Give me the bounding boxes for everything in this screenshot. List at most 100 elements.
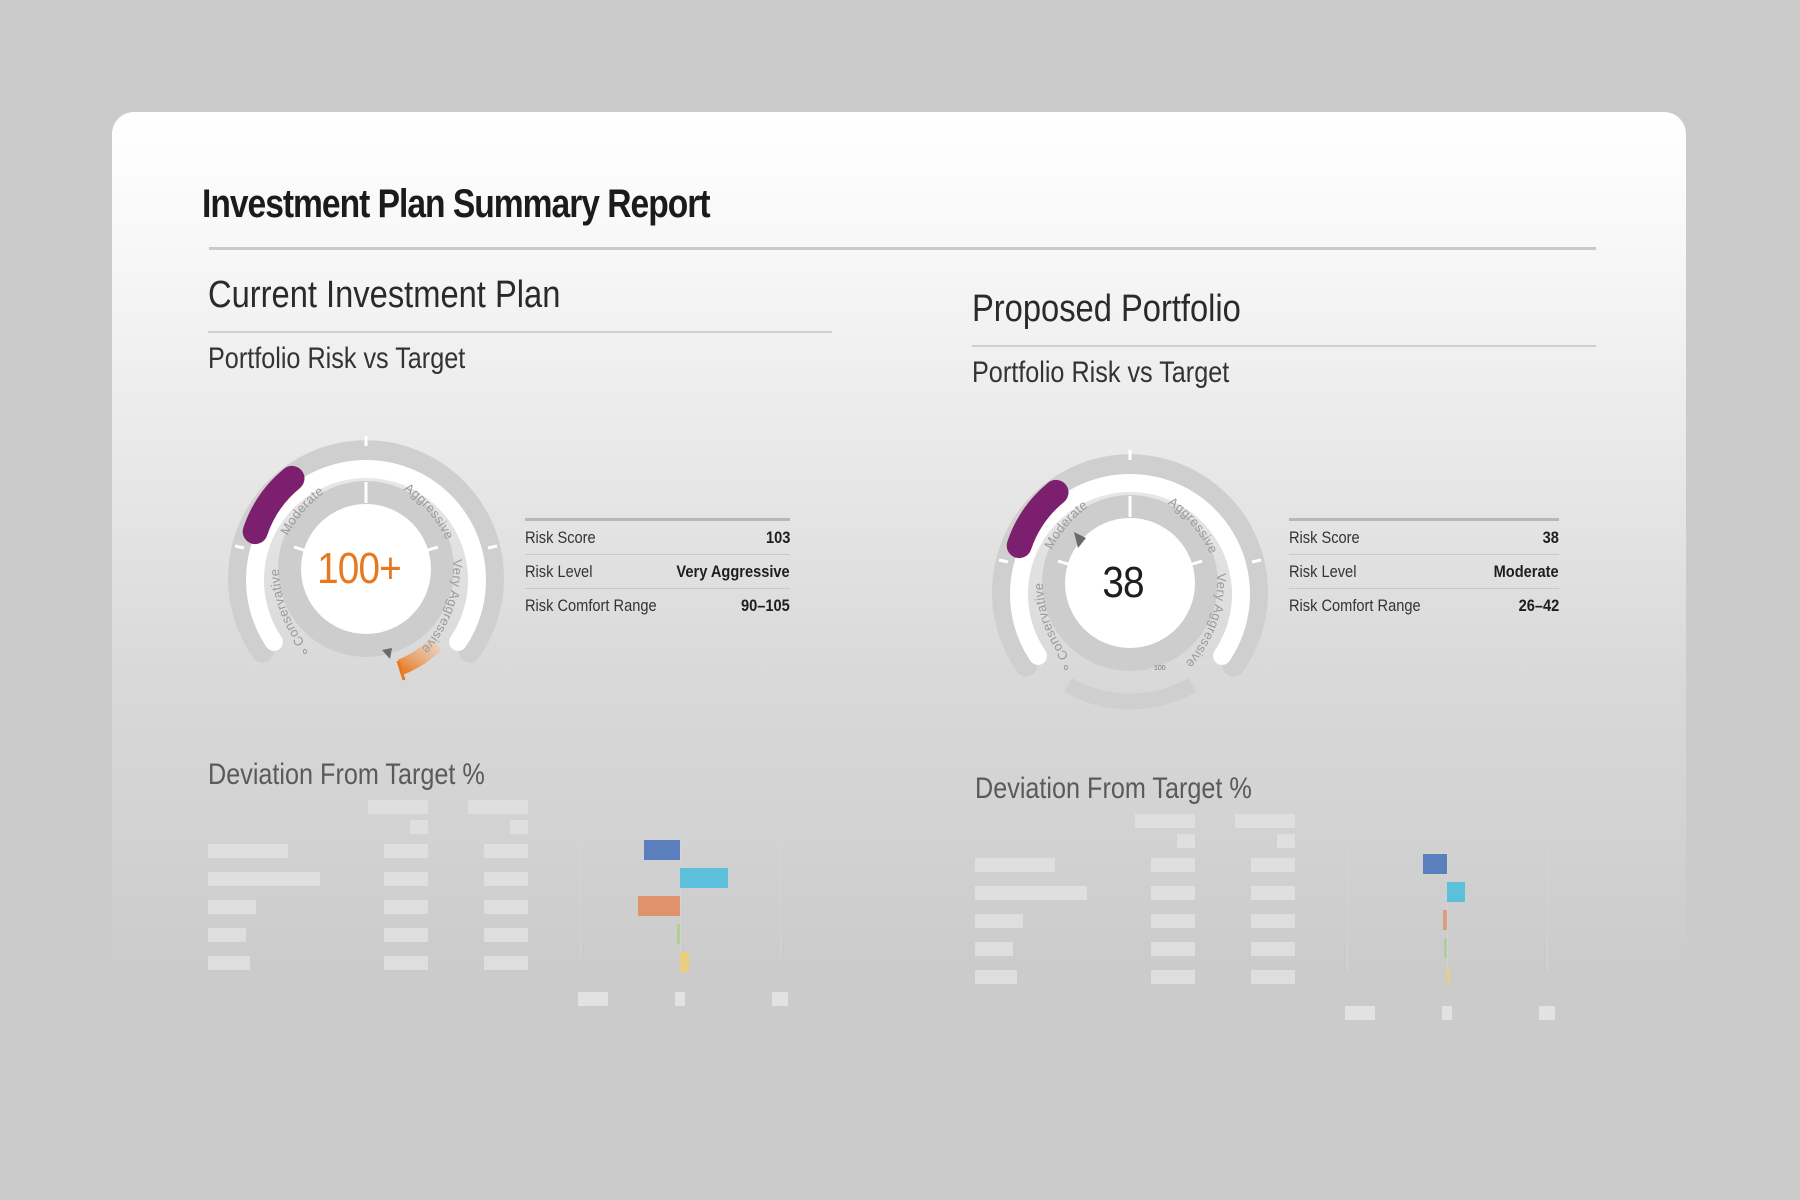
proposed-portfolio-section: Proposed Portfolio Portfolio Risk vs Tar… (972, 288, 1612, 1048)
deviation-bar (638, 896, 680, 916)
deviation-bar (644, 840, 680, 860)
tick-left (998, 558, 1009, 564)
white-band (1010, 474, 1250, 665)
placeholder-cell (1251, 858, 1295, 872)
placeholder-row-label (975, 886, 1087, 900)
stat-row-risk-level: Risk Level Very Aggressive (525, 555, 790, 589)
placeholder-cell (384, 900, 428, 914)
deviation-bar (680, 952, 689, 972)
axis-placeholder (1539, 1006, 1555, 1020)
axis-placeholder (772, 992, 788, 1006)
current-plan-section: Current Investment Plan Portfolio Risk v… (208, 274, 848, 1034)
score-pointer (1074, 532, 1086, 548)
placeholder-row-label (975, 914, 1023, 928)
placeholder-row-label (208, 872, 320, 886)
placeholder-cell (1151, 942, 1195, 956)
placeholder-cell (1151, 970, 1195, 984)
current-risk-subtitle: Portfolio Risk vs Target (208, 342, 466, 375)
placeholder-cell (1251, 942, 1295, 956)
tick-right (1251, 558, 1262, 564)
proposed-deviation-title: Deviation From Target % (975, 772, 1252, 805)
placeholder-cell (1251, 970, 1295, 984)
stat-label: Risk Score (525, 527, 596, 547)
placeholder-header (368, 800, 428, 814)
deviation-bar (1423, 854, 1447, 874)
tick-inner-left (1057, 559, 1075, 568)
axis-placeholder (675, 992, 685, 1006)
title-divider (209, 247, 1596, 250)
stat-row-risk-score: Risk Score 38 (1289, 521, 1559, 555)
placeholder-row-label (975, 858, 1055, 872)
stat-label: Risk Comfort Range (1289, 595, 1421, 615)
center-disc (1065, 518, 1195, 648)
stat-value: 38 (1542, 527, 1559, 547)
current-risk-score: 100+ (317, 544, 402, 593)
proposed-stats-table: Risk Score 38 Risk Level Moderate Risk C… (1289, 518, 1559, 622)
placeholder-header (1235, 814, 1295, 828)
axis-placeholder (1442, 1006, 1452, 1020)
stat-label: Risk Level (525, 561, 593, 581)
target-range-arc (1006, 479, 1069, 559)
deviation-bar (1447, 966, 1450, 986)
stat-value: 26–42 (1518, 595, 1559, 615)
tick-inner-left (293, 545, 311, 554)
placeholder-row-label (208, 956, 250, 970)
placeholder-cell (1151, 886, 1195, 900)
deviation-bar (1444, 938, 1447, 958)
outer-ring-track (228, 440, 504, 663)
stat-row-risk-score: Risk Score 103 (525, 521, 790, 555)
stat-value: 103 (765, 527, 790, 547)
stat-label: Risk Comfort Range (525, 595, 657, 615)
scale-min-label: 0 (1064, 665, 1068, 672)
stat-row-comfort-range: Risk Comfort Range 26–42 (1289, 589, 1559, 622)
stat-value: Moderate (1494, 561, 1559, 581)
placeholder-header (1177, 834, 1195, 848)
proposed-risk-subtitle: Portfolio Risk vs Target (972, 356, 1230, 389)
axis-placeholder (1345, 1006, 1375, 1020)
stat-value: Very Aggressive (676, 561, 790, 581)
gridline (580, 828, 581, 958)
current-risk-gauge: Conservative Moderate Aggressive Very Ag… (214, 424, 504, 714)
placeholder-cell (484, 956, 528, 970)
current-gauge-svg: Conservative Moderate Aggressive Very Ag… (228, 436, 504, 681)
placeholder-row-label (208, 844, 288, 858)
stat-row-comfort-range: Risk Comfort Range 90–105 (525, 589, 790, 622)
proposed-gauge-svg: Conservative Moderate Aggressive Very Ag… (992, 450, 1268, 710)
proposed-risk-gauge: Conservative Moderate Aggressive Very Ag… (978, 438, 1268, 728)
proposed-deviation-chart (1345, 814, 1587, 1020)
outer-ring-track (992, 454, 1268, 677)
placeholder-header (410, 820, 428, 834)
overflow-zone (397, 638, 442, 675)
proposed-portfolio-title: Proposed Portfolio (972, 288, 1241, 330)
placeholder-cell (484, 928, 528, 942)
current-deviation-chart (578, 800, 820, 1006)
stat-label: Risk Score (1289, 527, 1360, 547)
placeholder-cell (1151, 914, 1195, 928)
gridline (1447, 842, 1448, 972)
placeholder-row-label (208, 928, 246, 942)
proposed-portfolio-divider (972, 345, 1596, 347)
placeholder-cell (484, 872, 528, 886)
tick-right (487, 544, 498, 550)
placeholder-cell (1151, 858, 1195, 872)
score-pointer (382, 648, 392, 659)
tick-left (234, 544, 245, 550)
current-deviation-title: Deviation From Target % (208, 758, 485, 791)
placeholder-row-label (975, 942, 1013, 956)
white-band (246, 460, 486, 651)
stat-label: Risk Level (1289, 561, 1357, 581)
gridline (680, 828, 681, 958)
report-title: Investment Plan Summary Report (202, 182, 711, 226)
placeholder-cell (484, 844, 528, 858)
current-stats-table: Risk Score 103 Risk Level Very Aggressiv… (525, 518, 790, 622)
score-marker (396, 660, 406, 681)
placeholder-row-label (975, 970, 1017, 984)
scale-min-label: 0 (303, 649, 307, 656)
placeholder-cell (1251, 914, 1295, 928)
tick-inner-right (1185, 559, 1203, 568)
scale-max-label: 100 (1154, 665, 1166, 672)
bottom-track (1064, 677, 1196, 710)
deviation-bar (677, 924, 680, 944)
target-range-arc (242, 465, 305, 545)
placeholder-cell (384, 872, 428, 886)
